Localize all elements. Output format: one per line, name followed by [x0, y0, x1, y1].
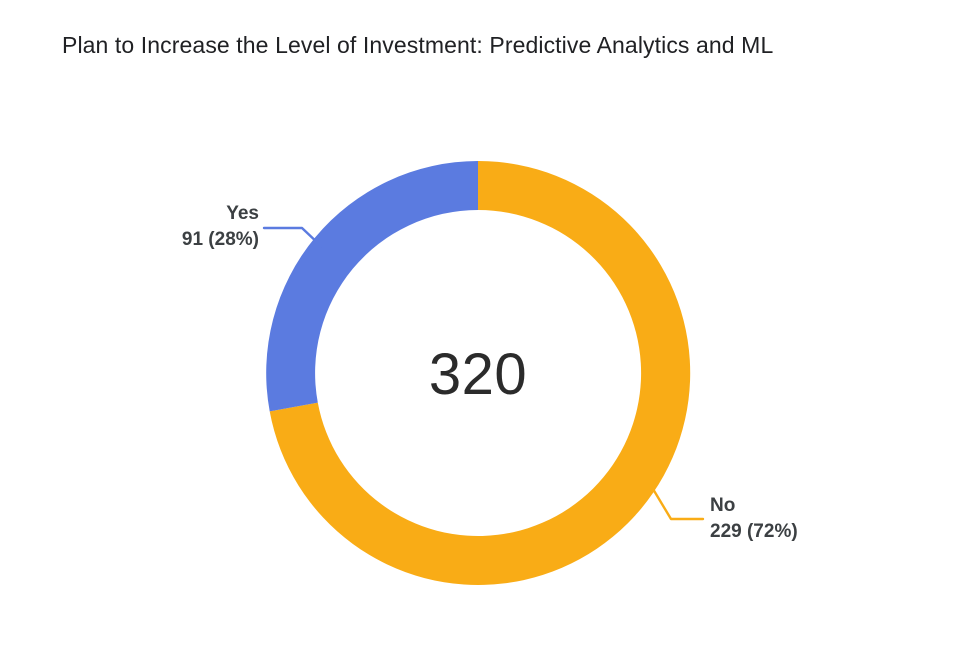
leader-line-yes: [262, 226, 323, 248]
slice-label-yes-name: Yes: [226, 203, 259, 224]
slice-label-no: No 229 (72%): [710, 493, 798, 544]
pie-slice-yes[interactable]: [266, 161, 478, 412]
donut-center-total: 320: [428, 342, 528, 407]
chart-title: Plan to Increase the Level of Investment…: [62, 32, 774, 58]
slice-label-yes: Yes 91 (28%): [163, 201, 259, 252]
slice-label-yes-value: 91 (28%): [181, 228, 259, 250]
leader-line-no: [651, 487, 705, 521]
slice-label-no-name: No: [710, 495, 736, 516]
slice-label-no-value: 229 (72%): [710, 520, 798, 542]
